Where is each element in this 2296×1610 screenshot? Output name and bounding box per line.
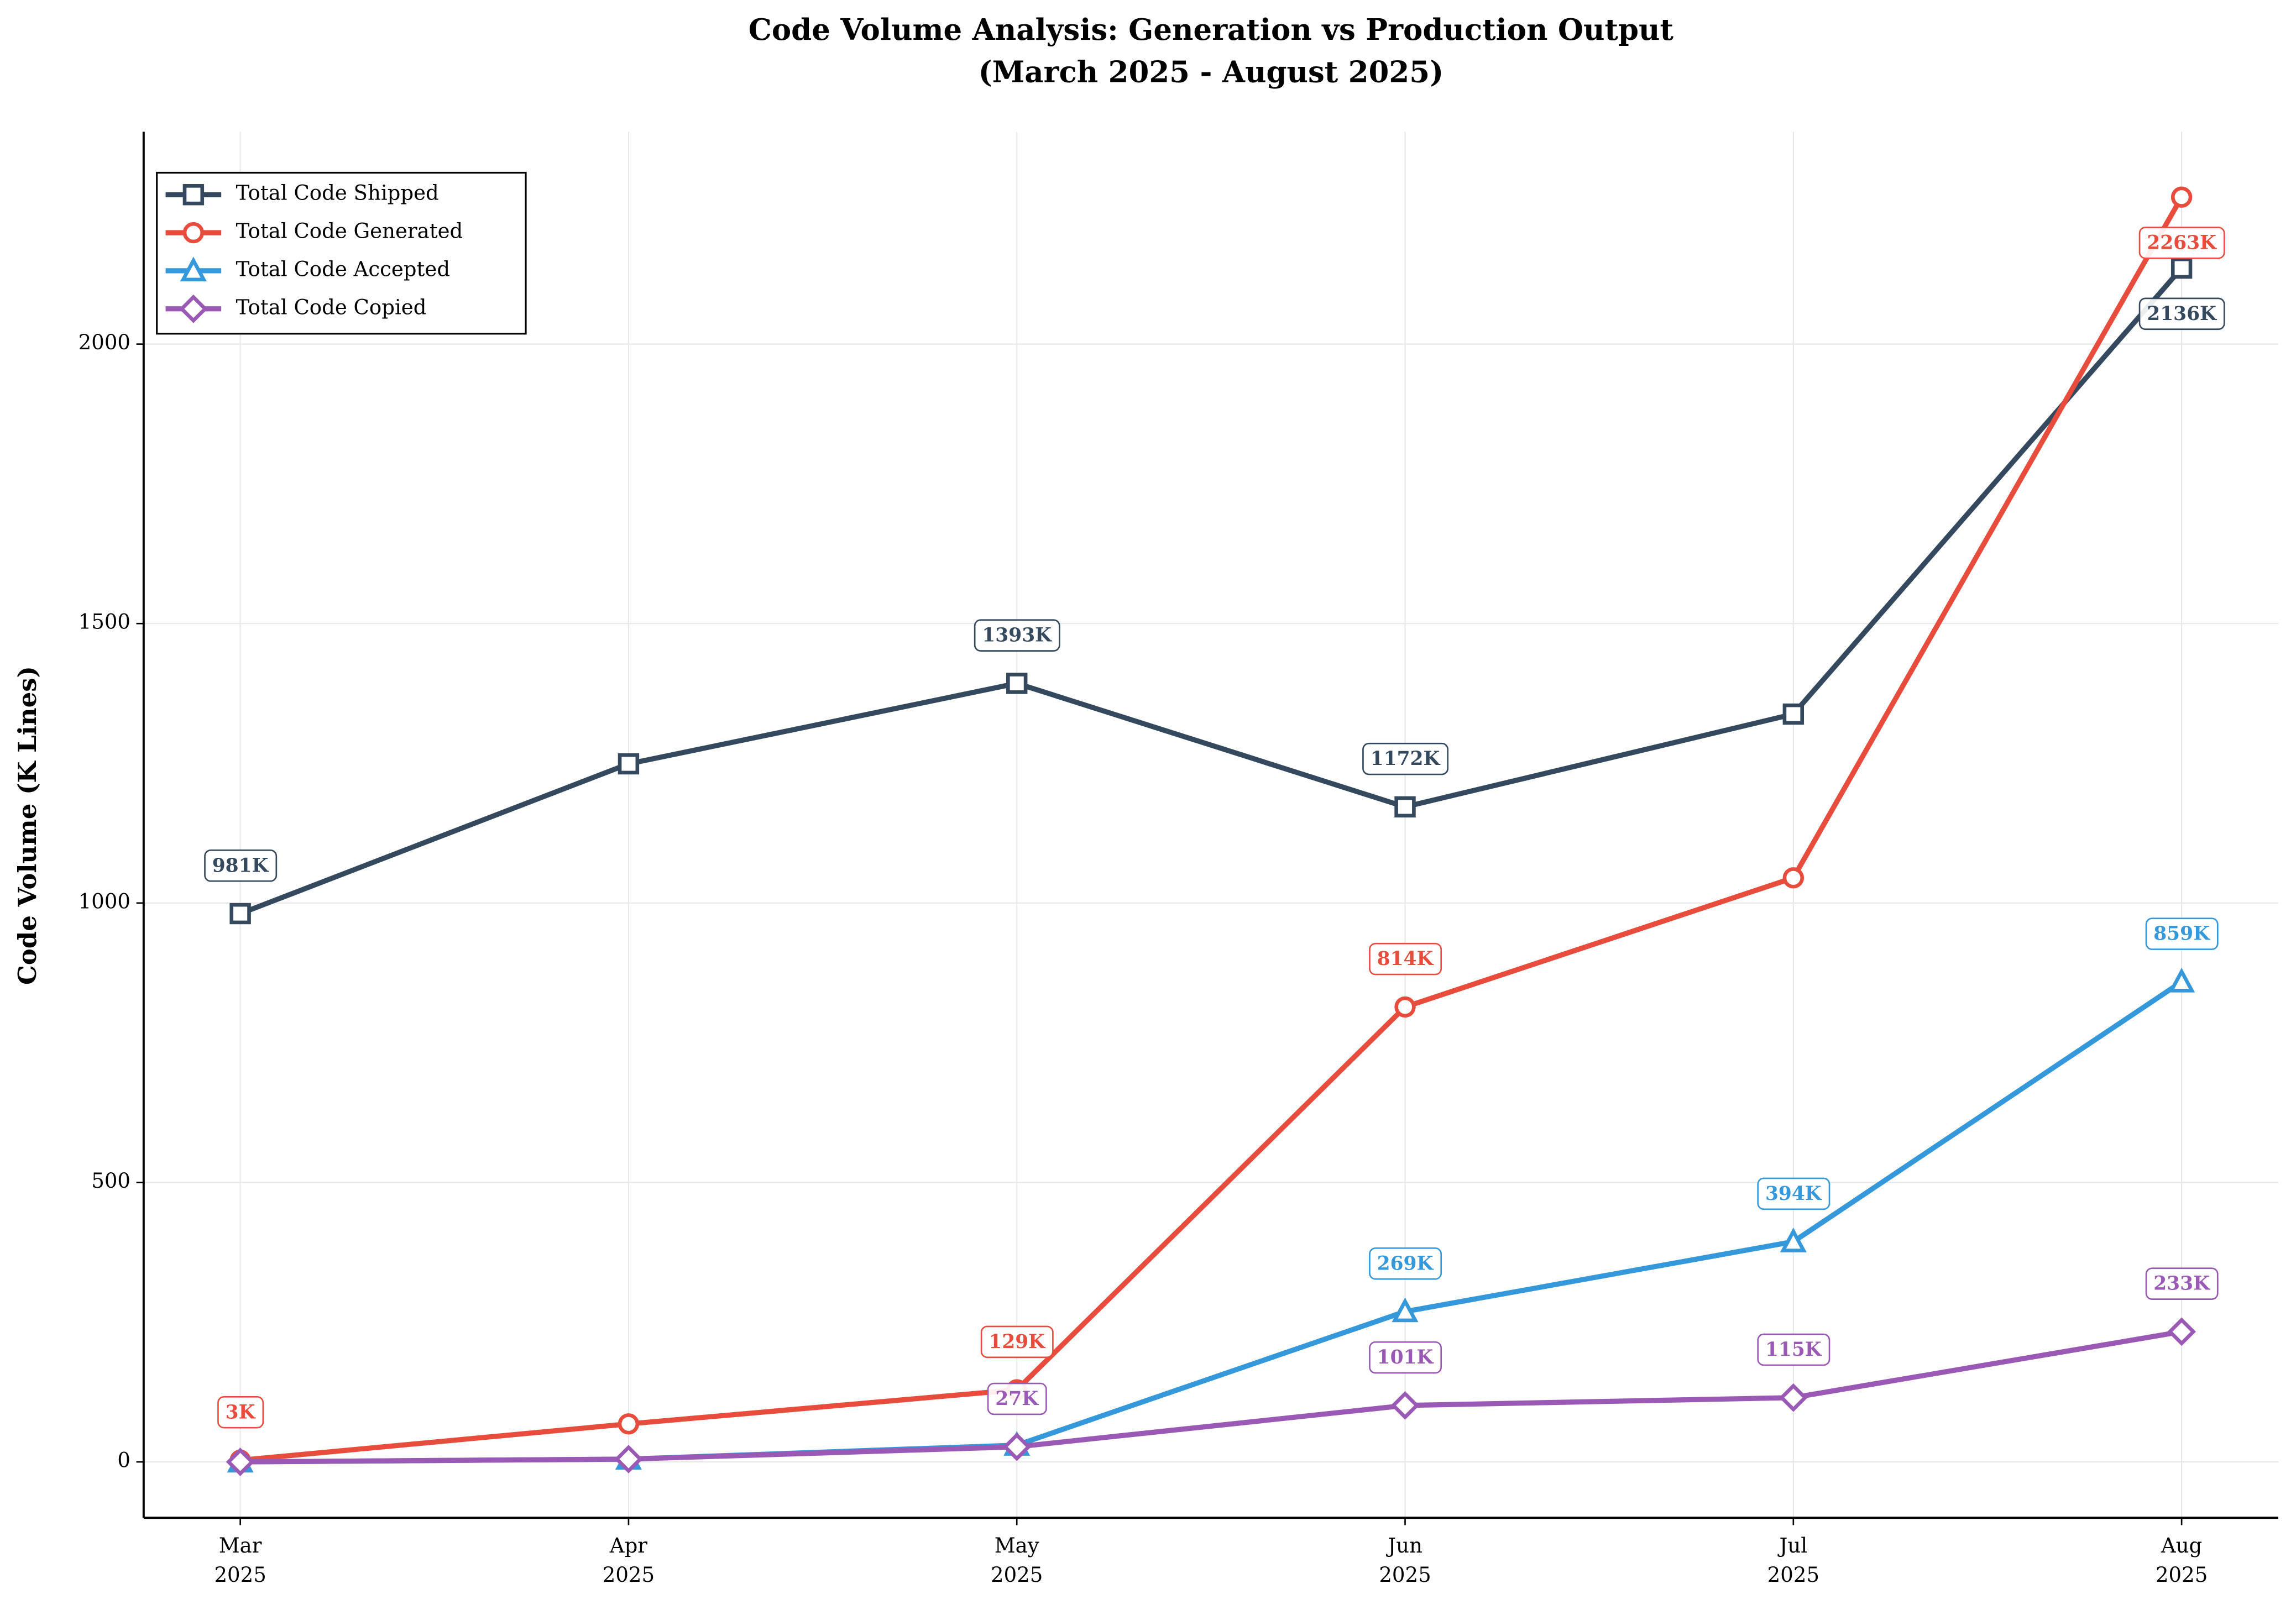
- y-tick-label: 1000: [79, 889, 130, 913]
- x-tick-label: Apr 2025: [603, 1534, 655, 1587]
- legend-label: Total Code Shipped: [236, 181, 439, 205]
- value-label-text: 1393K: [982, 625, 1052, 647]
- chart-title: Code Volume Analysis: Generation vs Prod…: [749, 13, 1674, 47]
- y-tick-label: 0: [117, 1449, 130, 1472]
- value-label: 394K: [1757, 1177, 1830, 1210]
- x-tick-label: Jul 2025: [1767, 1534, 1819, 1587]
- value-label-text: 859K: [2153, 923, 2210, 945]
- marker: [2167, 1317, 2196, 1346]
- series-line: [239, 266, 2184, 916]
- value-label: 101K: [1369, 1341, 1442, 1374]
- value-label: 2136K: [2138, 297, 2225, 331]
- value-label-box: [2145, 917, 2219, 950]
- value-label-text: 269K: [1377, 1252, 1434, 1275]
- marker: [182, 184, 205, 206]
- x-tick-label: May 2025: [991, 1534, 1043, 1587]
- value-label: 233K: [2145, 1267, 2219, 1300]
- x-tick-label: Aug 2025: [2156, 1534, 2208, 1587]
- value-label-box: [1362, 742, 1449, 775]
- value-label-text: 2136K: [2147, 303, 2217, 325]
- value-label: 859K: [2145, 917, 2219, 950]
- value-label-box: [980, 1325, 1054, 1359]
- value-label: 269K: [1369, 1247, 1442, 1280]
- value-label: 3K: [217, 1396, 264, 1429]
- marker: [1779, 1383, 1808, 1412]
- value-label-text: 394K: [1765, 1183, 1822, 1205]
- value-label-box: [1369, 1247, 1442, 1280]
- value-label-box: [974, 619, 1060, 652]
- marker: [229, 903, 251, 925]
- series-line: [240, 1329, 2182, 1465]
- marker: [2171, 186, 2193, 208]
- marker: [1390, 1391, 1420, 1420]
- value-label-box: [2138, 227, 2225, 259]
- value-label: 1172K: [1362, 742, 1449, 775]
- marker: [1392, 1297, 1419, 1323]
- marker: [1780, 1228, 1807, 1252]
- value-label-box: [1757, 1333, 1830, 1366]
- value-label: 129K: [980, 1325, 1054, 1359]
- value-label-box: [1757, 1177, 1830, 1210]
- marker: [1782, 867, 1805, 889]
- x-tick-label: Jun 2025: [1379, 1534, 1431, 1587]
- marker: [226, 1448, 255, 1476]
- value-label-box: [987, 1382, 1047, 1415]
- value-label: 27K: [987, 1382, 1047, 1415]
- marker: [182, 222, 205, 244]
- marker: [2171, 257, 2193, 279]
- value-label-box: [2138, 297, 2225, 331]
- value-label-text: 814K: [1377, 948, 1434, 970]
- y-tick-label: 2000: [79, 331, 130, 354]
- marker: [179, 294, 208, 323]
- marker: [180, 256, 207, 282]
- value-label-text: 1172K: [1371, 748, 1441, 770]
- value-label: 981K: [204, 849, 278, 882]
- value-label-box: [1369, 1341, 1442, 1374]
- value-label-text: 27K: [995, 1388, 1039, 1410]
- value-label-text: 3K: [226, 1401, 256, 1423]
- value-label-box: [2145, 1267, 2219, 1300]
- value-label-text: 115K: [1765, 1339, 1822, 1361]
- series-line: [240, 196, 2184, 1463]
- marker: [1782, 703, 1805, 725]
- legend-label: Total Code Generated: [236, 219, 463, 243]
- y-axis-label: Code Volume (K Lines): [13, 666, 42, 985]
- value-label-box: [204, 849, 278, 882]
- y-tick-label: 500: [91, 1169, 130, 1193]
- value-label-box: [1369, 942, 1442, 976]
- series-line: [240, 979, 2183, 1465]
- value-label-text: 233K: [2153, 1273, 2210, 1295]
- value-label-text: 981K: [212, 854, 269, 877]
- chart-subtitle: (March 2025 - August 2025): [979, 55, 1444, 90]
- legend-label: Total Code Copied: [236, 295, 427, 319]
- marker: [618, 1413, 640, 1435]
- x-tick-label: Mar 2025: [214, 1534, 266, 1587]
- marker: [2168, 967, 2195, 993]
- value-label: 115K: [1757, 1333, 1830, 1366]
- value-label: 2263K: [2138, 227, 2225, 259]
- marker: [1394, 996, 1416, 1018]
- value-label-text: 129K: [989, 1331, 1045, 1353]
- y-tick-label: 1500: [79, 610, 130, 634]
- value-label: 1393K: [974, 619, 1060, 652]
- value-label-text: 101K: [1377, 1346, 1434, 1368]
- marker: [614, 1445, 643, 1473]
- legend-label: Total Code Accepted: [236, 257, 450, 281]
- value-label: 814K: [1369, 942, 1442, 976]
- marker: [1002, 1432, 1032, 1461]
- value-label-box: [217, 1396, 264, 1429]
- marker: [1394, 796, 1416, 818]
- value-label-text: 2263K: [2147, 232, 2217, 254]
- marker: [1006, 673, 1028, 694]
- marker: [618, 753, 640, 775]
